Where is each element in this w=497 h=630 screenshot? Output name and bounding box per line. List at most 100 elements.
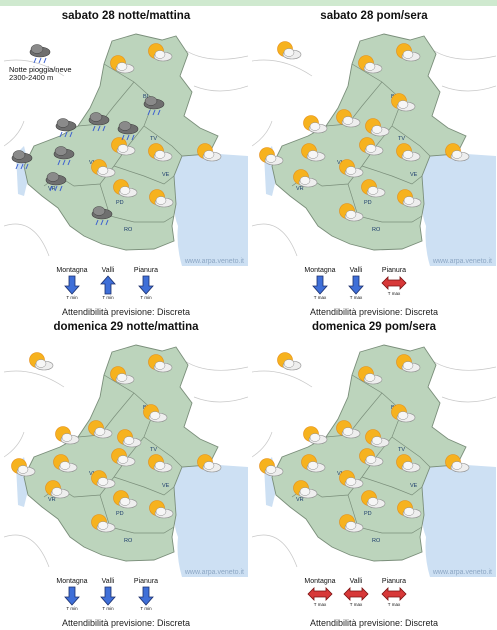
- credit-link[interactable]: www.arpa.veneto.it: [184, 569, 244, 576]
- trend-label: Valli: [101, 267, 115, 274]
- down-arrow-icon: [100, 586, 116, 606]
- sun-cloud-icon: [361, 490, 386, 509]
- sun-cloud-icon: [445, 454, 470, 473]
- label-pd: PD: [116, 511, 124, 517]
- forecast-panel-3: domenica 29 notte/mattina BL TV VI VR PD…: [4, 319, 248, 630]
- sun-cloud-icon: [339, 159, 364, 178]
- sun-cloud-icon: [277, 352, 302, 371]
- sun-cloud-icon: [259, 147, 284, 166]
- sun-cloud-icon: [339, 514, 364, 533]
- sun-cloud-icon: [336, 109, 361, 128]
- sun-cloud-icon: [55, 426, 80, 445]
- sun-cloud-icon: [301, 143, 326, 162]
- trend-caption: T max: [349, 295, 363, 300]
- sun-cloud-icon: [91, 159, 116, 178]
- sun-cloud-icon: [148, 354, 173, 373]
- trend-caption: T max: [313, 602, 327, 607]
- sun-cloud-icon: [293, 480, 318, 499]
- trend-caption: T max: [313, 295, 327, 300]
- sun-cloud-icon: [339, 203, 364, 222]
- sun-cloud-icon: [149, 500, 174, 519]
- label-vi: VI: [89, 471, 95, 477]
- trend-caption: T min: [66, 295, 78, 300]
- sun-cloud-icon: [396, 43, 421, 62]
- steady-arrow-icon: [381, 276, 407, 290]
- sun-cloud-icon: [339, 470, 364, 489]
- rain-cloud-icon: [91, 206, 113, 226]
- trend-pianura: Pianura T min: [129, 266, 163, 301]
- weather-icons: [11, 352, 222, 533]
- forecast-panel-2: sabato 28 pom/sera BL TV VI VR PD VE RO: [252, 8, 496, 319]
- note-line: Notte pioggia/neve: [9, 65, 72, 74]
- trend-valli: Valli T max: [339, 266, 373, 301]
- trend-caption: T min: [140, 606, 152, 611]
- label-pd: PD: [364, 200, 372, 206]
- label-vi: VI: [337, 160, 343, 166]
- sun-cloud-icon: [445, 143, 470, 162]
- sun-cloud-icon: [391, 404, 416, 423]
- rain-cloud-icon: [53, 146, 75, 166]
- trend-label: Pianura: [133, 578, 159, 585]
- sun-cloud-icon: [303, 115, 328, 134]
- sun-cloud-icon: [110, 55, 135, 74]
- veneto-map: BL TV VI VR PD VE RO: [252, 337, 496, 577]
- credit-link[interactable]: www.arpa.veneto.it: [432, 258, 492, 265]
- rain-cloud-icon: [117, 121, 139, 141]
- sun-cloud-icon: [365, 429, 390, 448]
- sun-cloud-icon: [111, 448, 136, 467]
- label-vr: VR: [48, 186, 56, 192]
- veneto-map: BL TV VI VR PD VE RO: [4, 26, 248, 266]
- trend-label: Montagna: [304, 578, 336, 585]
- note-text: Notte pioggia/neve 2300-2400 m: [9, 66, 72, 82]
- trend-label: Valli: [101, 578, 115, 585]
- label-bl: BL: [143, 94, 150, 100]
- trend-montagna: Montagna T max: [303, 577, 337, 608]
- trend-label: Montagna: [56, 578, 88, 585]
- label-ro: RO: [372, 227, 381, 233]
- trend-pianura: Pianura T min: [129, 577, 163, 612]
- veneto-map: BL TV VI VR PD VE RO: [252, 26, 496, 266]
- sun-cloud-icon: [336, 420, 361, 439]
- trend-label: Pianura: [381, 578, 407, 585]
- sun-cloud-icon: [148, 43, 173, 62]
- sun-cloud-icon: [358, 55, 383, 74]
- sun-cloud-icon: [110, 366, 135, 385]
- sun-cloud-icon: [29, 352, 54, 371]
- sun-cloud-icon: [396, 454, 421, 473]
- credit-link[interactable]: www.arpa.veneto.it: [432, 569, 492, 576]
- trend-caption: T max: [387, 291, 401, 296]
- sun-cloud-icon: [397, 500, 422, 519]
- sun-cloud-icon: [301, 454, 326, 473]
- trend-montagna: Montagna T min: [55, 577, 89, 612]
- rain-cloud-icon: [29, 44, 51, 64]
- trend-valli: Valli T max: [339, 577, 373, 608]
- label-tv: TV: [150, 136, 157, 142]
- label-tv: TV: [150, 447, 157, 453]
- rain-cloud-icon: [88, 112, 110, 132]
- trend-label: Montagna: [56, 267, 88, 274]
- trend-label: Valli: [349, 578, 363, 585]
- sun-cloud-icon: [197, 454, 222, 473]
- reliability-text: Attendibilità previsione: Discreta: [61, 307, 191, 317]
- down-arrow-icon: [138, 586, 154, 606]
- top-bar: [0, 0, 497, 6]
- label-vr: VR: [48, 497, 56, 503]
- sun-cloud-icon: [396, 143, 421, 162]
- sun-cloud-icon: [45, 480, 70, 499]
- rain-cloud-icon: [11, 150, 33, 170]
- credit-link[interactable]: www.arpa.veneto.it: [184, 258, 244, 265]
- sea: [419, 151, 496, 266]
- down-arrow-icon: [138, 275, 154, 295]
- panel-title: domenica 29 notte/mattina: [53, 321, 199, 333]
- label-ve: VE: [410, 483, 418, 489]
- panel-title: sabato 28 notte/mattina: [61, 10, 191, 22]
- label-ro: RO: [124, 538, 133, 544]
- down-arrow-icon: [312, 275, 328, 295]
- sun-cloud-icon: [11, 458, 36, 477]
- label-vi: VI: [337, 471, 343, 477]
- down-arrow-icon: [64, 586, 80, 606]
- sun-cloud-icon: [361, 179, 386, 198]
- rain-cloud-icon: [45, 172, 67, 192]
- note-line: 2300-2400 m: [9, 73, 54, 82]
- panel-title: sabato 28 pom/sera: [320, 10, 428, 22]
